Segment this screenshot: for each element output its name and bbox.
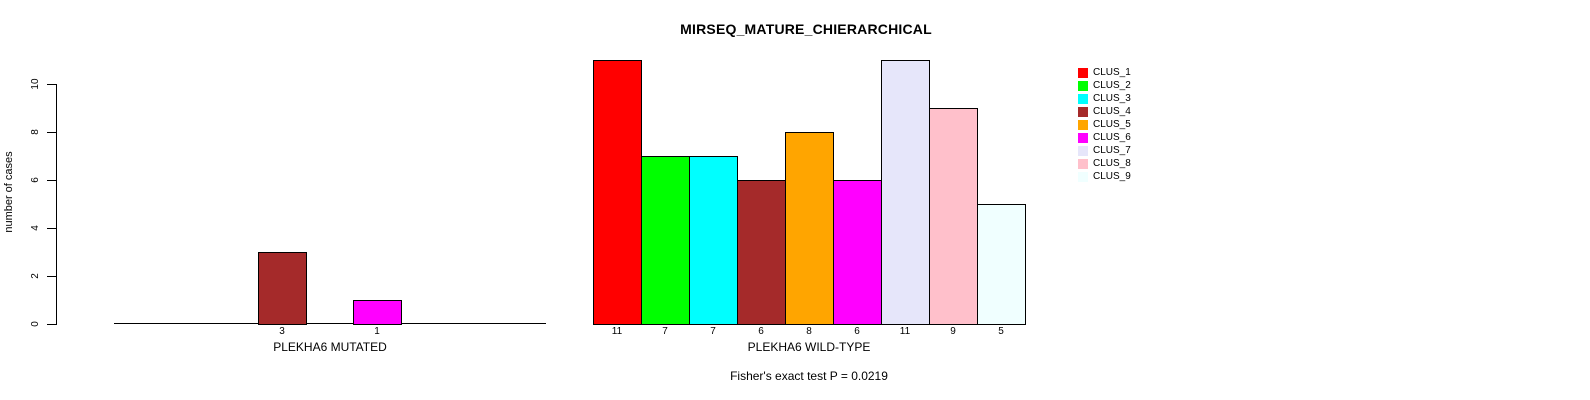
bar-value-label: 8 bbox=[806, 326, 812, 337]
bar-clus_4-group1 bbox=[258, 252, 307, 325]
y-tick-mark bbox=[47, 132, 56, 133]
fisher-test-annotation: Fisher's exact test P = 0.0219 bbox=[730, 369, 888, 383]
bar-clus_6-group2 bbox=[833, 180, 882, 325]
x-axis-label-wildtype: PLEKHA6 WILD-TYPE bbox=[747, 340, 871, 354]
legend-label: CLUS_8 bbox=[1093, 158, 1131, 169]
bar-clus_8-group2 bbox=[929, 108, 978, 325]
bar-clus_6-group1 bbox=[353, 300, 402, 325]
y-tick-label: 10 bbox=[30, 78, 41, 90]
y-tick-label: 8 bbox=[30, 129, 41, 135]
bar-value-label: 1 bbox=[374, 326, 380, 337]
legend-item-clus_9: CLUS_9 bbox=[1078, 170, 1131, 183]
bar-clus_2-group2 bbox=[641, 156, 690, 325]
legend-item-clus_3: CLUS_3 bbox=[1078, 92, 1131, 105]
y-axis-line bbox=[56, 84, 57, 325]
x-axis-label-mutated: PLEKHA6 MUTATED bbox=[273, 340, 387, 354]
legend-swatch-clus_4 bbox=[1078, 106, 1088, 117]
legend: CLUS_1 CLUS_2 CLUS_3 CLUS_4 CLUS_5 CLUS_6 CLUS… bbox=[1078, 66, 1131, 183]
y-tick-label: 2 bbox=[30, 273, 41, 279]
legend-item-clus_2: CLUS_2 bbox=[1078, 79, 1131, 92]
legend-item-clus_4: CLUS_4 bbox=[1078, 105, 1131, 118]
y-axis-label: number of cases bbox=[3, 151, 15, 233]
bar-value-label: 7 bbox=[710, 326, 716, 337]
bar-value-label: 11 bbox=[899, 326, 911, 337]
y-tick-mark bbox=[47, 228, 56, 229]
y-tick-label: 0 bbox=[30, 321, 41, 327]
bar-value-label: 11 bbox=[611, 326, 623, 337]
bar-value-label: 5 bbox=[998, 326, 1004, 337]
legend-label: CLUS_9 bbox=[1093, 171, 1131, 182]
bar-clus_5-group2 bbox=[785, 132, 834, 325]
y-tick-label: 4 bbox=[30, 225, 41, 231]
legend-label: CLUS_6 bbox=[1093, 132, 1131, 143]
bar-clus_3-group2 bbox=[689, 156, 738, 325]
y-tick-mark bbox=[47, 180, 56, 181]
y-tick-label: 6 bbox=[30, 177, 41, 183]
legend-swatch-clus_5 bbox=[1078, 119, 1088, 130]
bar-value-label: 7 bbox=[662, 326, 668, 337]
legend-swatch-clus_1 bbox=[1078, 67, 1088, 78]
legend-label: CLUS_4 bbox=[1093, 106, 1131, 117]
legend-label: CLUS_1 bbox=[1093, 67, 1131, 78]
legend-item-clus_8: CLUS_8 bbox=[1078, 157, 1131, 170]
legend-swatch-clus_9 bbox=[1078, 171, 1088, 182]
legend-label: CLUS_2 bbox=[1093, 80, 1131, 91]
legend-item-clus_5: CLUS_5 bbox=[1078, 118, 1131, 131]
legend-label: CLUS_7 bbox=[1093, 145, 1131, 156]
legend-label: CLUS_3 bbox=[1093, 93, 1131, 104]
bar-clus_1-group2 bbox=[593, 60, 642, 325]
legend-label: CLUS_5 bbox=[1093, 119, 1131, 130]
chart-title: MIRSEQ_MATURE_CHIERARCHICAL bbox=[680, 21, 932, 37]
bar-value-label: 9 bbox=[950, 326, 956, 337]
legend-swatch-clus_3 bbox=[1078, 93, 1088, 104]
legend-swatch-clus_2 bbox=[1078, 80, 1088, 91]
legend-swatch-clus_7 bbox=[1078, 145, 1088, 156]
bar-value-label: 6 bbox=[854, 326, 860, 337]
bar-clus_9-group2 bbox=[977, 204, 1026, 325]
y-tick-mark bbox=[47, 276, 56, 277]
y-tick-mark bbox=[47, 324, 56, 325]
legend-item-clus_1: CLUS_1 bbox=[1078, 66, 1131, 79]
legend-item-clus_6: CLUS_6 bbox=[1078, 131, 1131, 144]
bar-clus_7-group2 bbox=[881, 60, 930, 325]
bar-clus_4-group2 bbox=[737, 180, 786, 325]
legend-swatch-clus_6 bbox=[1078, 132, 1088, 143]
legend-swatch-clus_8 bbox=[1078, 158, 1088, 169]
y-tick-mark bbox=[47, 84, 56, 85]
bar-value-label: 6 bbox=[758, 326, 764, 337]
legend-item-clus_7: CLUS_7 bbox=[1078, 144, 1131, 157]
bar-value-label: 3 bbox=[279, 326, 285, 337]
x-axis-line-mutated bbox=[114, 323, 546, 324]
